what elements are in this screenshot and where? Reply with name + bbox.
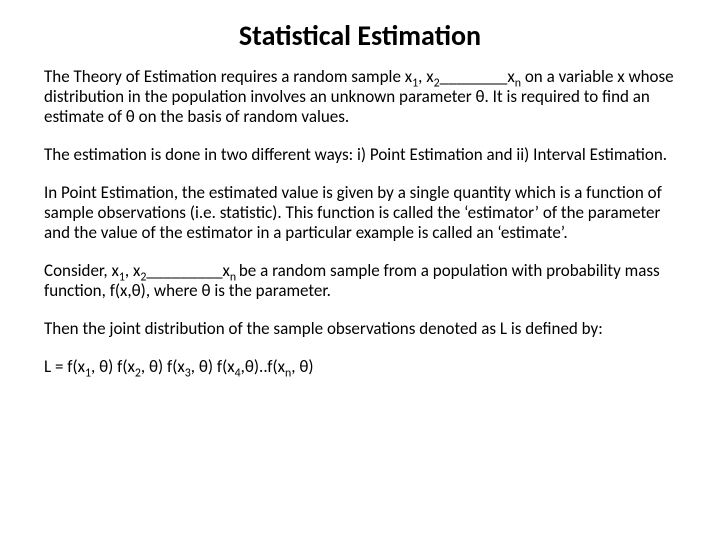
page-title: Statistical Estimation xyxy=(44,18,676,53)
text-run: The Theory of Estimation requires a rand… xyxy=(44,66,412,87)
paragraph-gap xyxy=(44,127,676,145)
blank-sequence: _________ xyxy=(146,261,222,281)
text-run: Consider, x xyxy=(44,260,119,281)
paragraph-joint-dist: Then the joint distribution of the sampl… xyxy=(44,319,676,339)
text-run: , θ) f(x xyxy=(141,356,185,377)
blank-sequence: ________ xyxy=(440,67,508,87)
text-run: , x xyxy=(418,66,433,87)
paragraph-gap xyxy=(44,165,676,183)
text-run: , θ) xyxy=(291,356,313,377)
paragraph-intro: The Theory of Estimation requires a rand… xyxy=(44,67,676,127)
text-run: , θ) f(x xyxy=(91,356,135,377)
paragraph-gap xyxy=(44,339,676,357)
paragraph-likelihood: L = f(x1, θ) f(x2, θ) f(x3, θ) f(x4,θ)..… xyxy=(44,357,676,377)
text-run: x xyxy=(223,260,230,281)
paragraph-ways: The estimation is done in two different … xyxy=(44,145,676,165)
paragraph-gap xyxy=(44,301,676,319)
slide-container: Statistical Estimation The Theory of Est… xyxy=(0,0,720,540)
text-run: x xyxy=(507,66,514,87)
paragraph-gap xyxy=(44,243,676,261)
text-run: ,θ)..f(x xyxy=(241,356,285,377)
text-run: , x xyxy=(125,260,140,281)
text-run: L = f(x xyxy=(44,356,85,377)
paragraph-point-estimation: In Point Estimation, the estimated value… xyxy=(44,183,676,243)
paragraph-consider: Consider, x1, x2_________xn be a random … xyxy=(44,261,676,301)
text-run: , θ) f(x xyxy=(191,356,235,377)
